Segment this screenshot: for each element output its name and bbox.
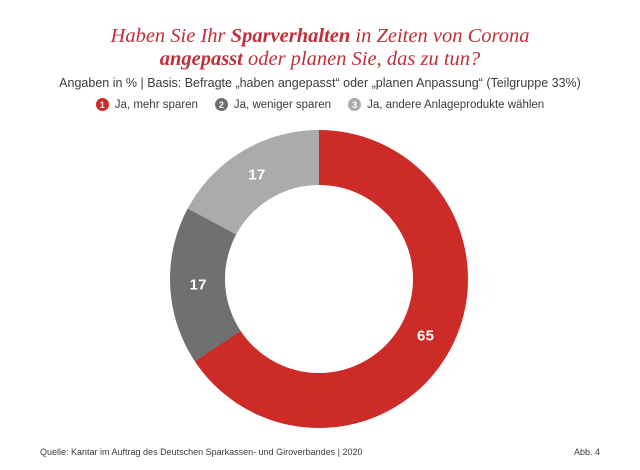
legend-item-andere-anlageprodukte: 3 Ja, andere Anlageprodukte wählen: [348, 98, 544, 111]
slice-value-label: 17: [248, 166, 266, 184]
title-emphasis-angepasst: angepasst: [159, 48, 243, 70]
source-note: Quelle: Kantar im Auftrag des Deutschen …: [40, 447, 363, 457]
legend-badge-3-icon: 3: [348, 98, 362, 111]
chart-title-line1: Haben Sie Ihr Sparverhalten in Zeiten vo…: [0, 25, 640, 48]
legend-item-weniger-sparen: 2 Ja, weniger sparen: [214, 98, 332, 111]
legend-label: Ja, mehr sparen: [114, 98, 198, 111]
title-text: oder planen Sie, das zu tun?: [242, 48, 481, 70]
legend-badge-2-icon: 2: [214, 98, 228, 111]
title-text: in Zeiten von Corona: [350, 25, 530, 47]
legend: 1 Ja, mehr sparen 2 Ja, weniger sparen 3…: [0, 98, 640, 111]
legend-label: Ja, weniger sparen: [233, 98, 332, 111]
chart-subtitle: Angaben in % | Basis: Befragte „haben an…: [59, 76, 581, 90]
title-text: Haben Sie Ihr: [110, 25, 231, 47]
legend-item-mehr-sparen: 1 Ja, mehr sparen: [95, 98, 198, 111]
footer: Quelle: Kantar im Auftrag des Deutschen …: [40, 447, 600, 457]
chart-title: Haben Sie Ihr Sparverhalten in Zeiten vo…: [0, 25, 640, 71]
chart-title-line2: angepasst oder planen Sie, das zu tun?: [0, 48, 640, 71]
figure-label: Abb. 4: [573, 447, 600, 457]
slice-value-label: 17: [189, 276, 207, 294]
title-emphasis-sparverhalten: Sparverhalten: [230, 25, 351, 47]
donut-chart: 65 17 17: [170, 130, 468, 428]
slice-value-label: 65: [416, 327, 435, 345]
donut-hole: [225, 185, 413, 373]
legend-label: Ja, andere Anlageprodukte wählen: [367, 98, 545, 111]
legend-badge-1-icon: 1: [95, 98, 109, 111]
